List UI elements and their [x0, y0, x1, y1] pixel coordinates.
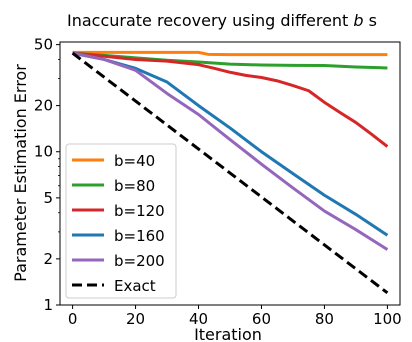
legend-label: b=80: [114, 177, 155, 195]
legend-label: b=40: [114, 152, 155, 170]
plot-frame: [59, 41, 401, 306]
x-tick-label: 20: [126, 310, 145, 328]
legend-label: b=120: [114, 202, 165, 220]
y-tick-label: 5: [43, 189, 53, 207]
series-line-b-200: [72, 51, 389, 251]
series-line-exact: [71, 51, 389, 295]
x-axis-label: Iteration: [194, 325, 262, 342]
plot-lines: [71, 50, 389, 295]
legend-label: b=160: [114, 227, 165, 245]
series-line-b-120: [72, 51, 389, 148]
legend-label: Exact: [114, 277, 156, 295]
chart-title: Inaccurate recovery using different b s: [67, 11, 377, 30]
y-tick-label: 50: [34, 36, 53, 54]
legend: b=40 b=80 b=120 b=160 b=200 Exact: [65, 143, 177, 299]
legend-label: b=200: [114, 252, 165, 270]
y-tick-label: 1: [43, 296, 53, 314]
x-axis: 0 20 40 60 80 100: [68, 305, 402, 328]
y-tick-label: 20: [34, 97, 53, 115]
y-axis-label: Parameter Estimation Error: [11, 64, 30, 282]
x-tick-label: 60: [252, 310, 271, 328]
x-tick-label: 40: [189, 310, 208, 328]
title-variable: b: [353, 11, 363, 30]
y-tick-label: 10: [34, 143, 53, 161]
series-line-b-40: [72, 50, 388, 57]
x-tick-label: 0: [68, 310, 78, 328]
x-tick-label: 100: [373, 310, 402, 328]
y-tick-label: 2: [43, 250, 53, 268]
x-tick-label: 80: [315, 310, 334, 328]
y-axis: 1 2 5 10 20 50: [34, 36, 60, 314]
